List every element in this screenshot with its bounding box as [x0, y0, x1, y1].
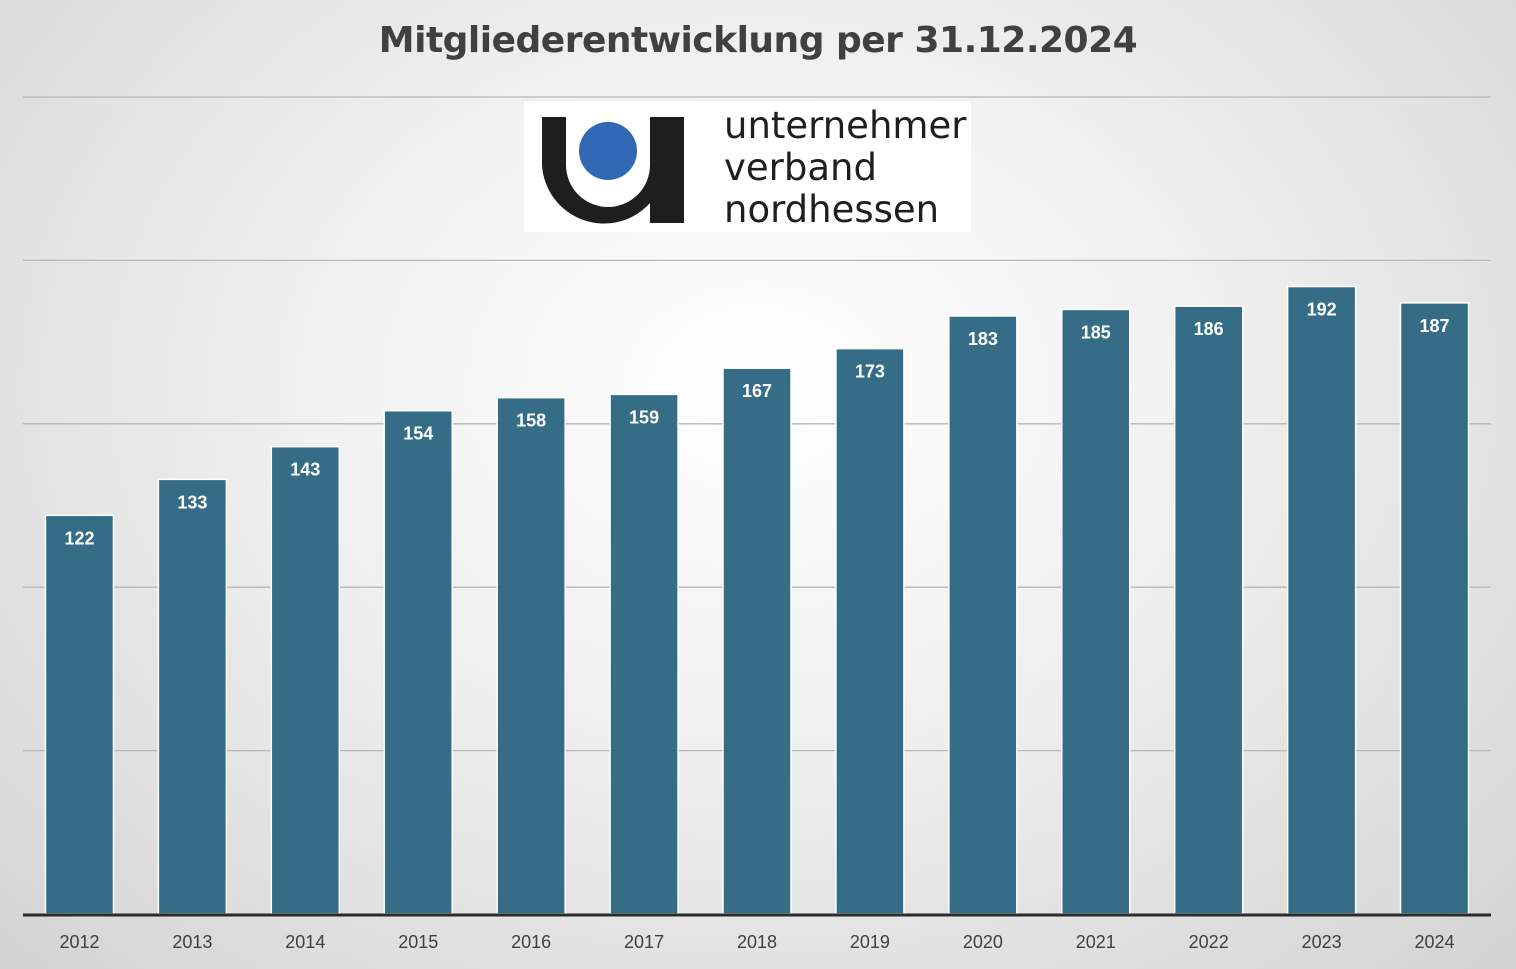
bar	[1173, 305, 1244, 915]
bar	[1286, 285, 1357, 915]
x-tick-label: 2016	[511, 932, 551, 952]
logo-u-mark-icon	[542, 117, 684, 224]
x-tick-label: 2024	[1415, 932, 1455, 952]
data-label: 187	[1420, 316, 1450, 336]
x-tick-label: 2021	[1076, 932, 1116, 952]
bar	[835, 347, 905, 915]
x-tick-label: 2022	[1189, 932, 1229, 952]
data-label: 173	[855, 362, 885, 382]
data-label: 159	[629, 407, 659, 427]
data-label: 192	[1307, 300, 1337, 320]
x-tick-label: 2017	[624, 932, 664, 952]
logo: unternehmer verband nordhessen	[524, 101, 971, 232]
data-label: 183	[968, 329, 998, 349]
x-tick-label: 2014	[285, 932, 325, 952]
bar	[157, 478, 228, 915]
bar	[44, 514, 115, 915]
x-tick-label: 2015	[398, 932, 438, 952]
data-label: 186	[1194, 319, 1224, 339]
data-label: 158	[516, 411, 546, 431]
data-label: 122	[64, 528, 94, 548]
chart-title: Mitgliederentwicklung per 31.12.2024	[378, 20, 1138, 61]
logo-line-3: nordhessen	[724, 188, 940, 231]
bar	[496, 396, 566, 915]
x-tick-label: 2013	[172, 932, 212, 952]
bar	[1061, 308, 1131, 915]
data-label: 185	[1081, 322, 1111, 342]
data-label: 154	[403, 424, 433, 444]
bar	[270, 445, 341, 915]
x-tick-label: 2012	[59, 932, 99, 952]
bar	[722, 367, 792, 915]
x-tick-label: 2019	[850, 932, 890, 952]
logo-line-2: verband	[724, 146, 877, 189]
logo-wordmark: unternehmer verband nordhessen	[724, 105, 966, 231]
x-tick-label: 2020	[963, 932, 1003, 952]
x-tick-label: 2018	[737, 932, 777, 952]
data-label: 133	[177, 492, 207, 512]
logo-line-1: unternehmer	[724, 104, 967, 147]
x-tick-label: 2023	[1302, 932, 1342, 952]
bar	[383, 409, 453, 915]
bar	[948, 315, 1018, 915]
data-label: 167	[742, 381, 772, 401]
data-label: 143	[290, 460, 320, 480]
bar	[1399, 302, 1470, 915]
bar	[609, 393, 679, 915]
